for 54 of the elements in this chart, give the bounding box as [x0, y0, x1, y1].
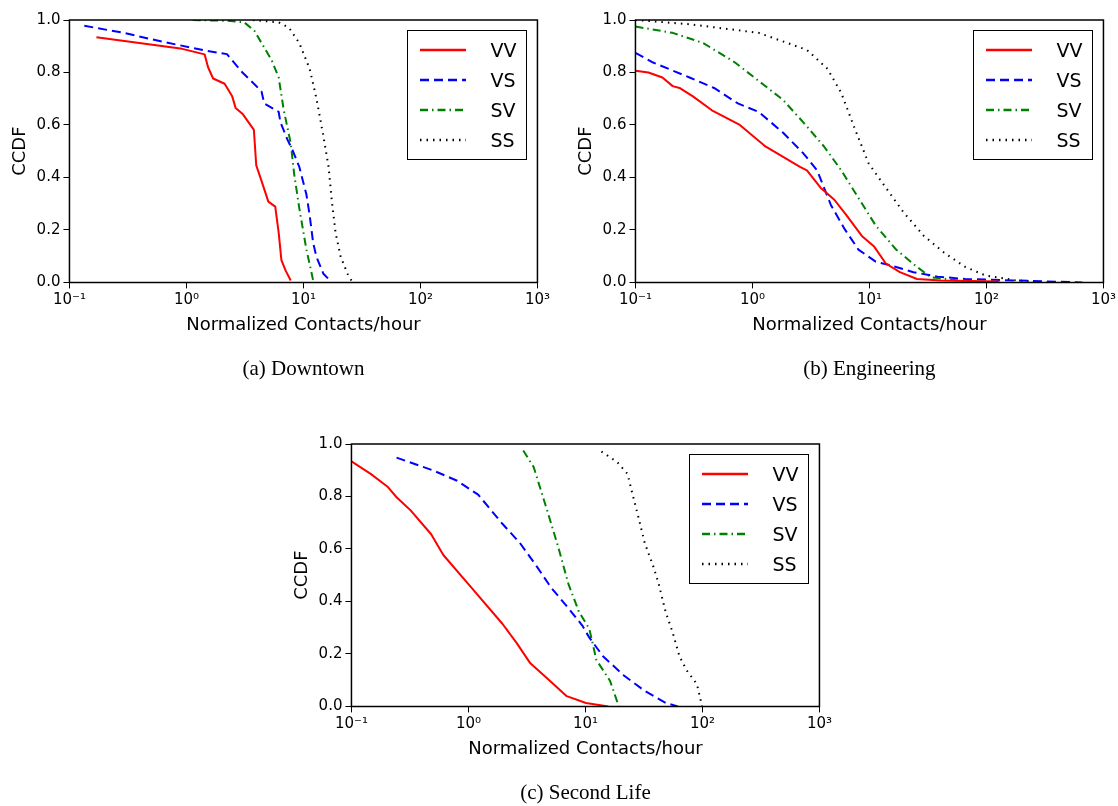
y-tick-label: 1.0 [36, 9, 61, 28]
text: (a) Downtown [241, 356, 366, 381]
text: (c) Second Life [519, 780, 652, 805]
y-tick-label: 0.2 [318, 643, 343, 662]
y-axis-title: CCDF [8, 126, 30, 176]
x-tick-label: 10⁻¹ [52, 290, 86, 309]
y-tick-label: 1.0 [318, 433, 343, 452]
legend-label: VV [1056, 39, 1083, 61]
x-tick-label: 10¹ [856, 290, 883, 309]
x-tick-label: 10² [973, 290, 1000, 309]
x-axis-title: Normalized Contacts/hour [468, 736, 704, 758]
legend-label: SS [1056, 129, 1081, 151]
legend-label: VS [772, 493, 798, 515]
y-tick-label: 0.8 [318, 486, 343, 505]
y-tick-label: 0.0 [602, 272, 627, 291]
x-tick-label: 10⁰ [455, 714, 482, 733]
legend-label: SV [1056, 99, 1082, 121]
x-tick-label: 10³ [524, 290, 550, 309]
legend-label: SV [772, 523, 798, 545]
legend-label: VS [1056, 69, 1082, 91]
y-tick-label: 0.2 [36, 219, 61, 238]
y-tick-label: 0.2 [602, 219, 627, 238]
x-tick-label: 10¹ [572, 714, 599, 733]
y-tick-label: 0.4 [602, 167, 627, 186]
y-axis-title: CCDF [574, 126, 596, 176]
x-axis-title: Normalized Contacts/hour [752, 312, 988, 334]
x-tick-label: 10⁻¹ [334, 714, 368, 733]
y-axis-title: CCDF [290, 550, 312, 600]
y-tick-label: 0.0 [36, 272, 61, 291]
x-tick-label: 10³ [1090, 290, 1116, 309]
x-tick-label: 10³ [806, 714, 832, 733]
x-tick-label: 10⁻¹ [618, 290, 652, 309]
y-tick-label: 0.4 [318, 591, 343, 610]
legend-label: SS [772, 553, 797, 575]
text: (b) Engineering [802, 356, 937, 381]
x-tick-label: 10⁰ [173, 290, 200, 309]
x-tick-label: 10² [689, 714, 716, 733]
legend-label: VV [490, 39, 517, 61]
y-tick-label: 0.6 [36, 114, 61, 133]
legend-label: SS [490, 129, 515, 151]
y-tick-label: 1.0 [602, 9, 627, 28]
y-tick-label: 0.6 [318, 538, 343, 557]
y-tick-label: 0.6 [602, 114, 627, 133]
x-tick-label: 10² [407, 290, 434, 309]
x-tick-label: 10¹ [290, 290, 317, 309]
y-tick-label: 0.0 [318, 696, 343, 715]
x-tick-label: 10⁰ [739, 290, 766, 309]
x-axis-title: Normalized Contacts/hour [186, 312, 422, 334]
legend-label: VS [490, 69, 516, 91]
y-tick-label: 0.8 [602, 62, 627, 81]
y-tick-label: 0.8 [36, 62, 61, 81]
legend-label: VV [772, 463, 799, 485]
y-tick-label: 0.4 [36, 167, 61, 186]
legend-label: SV [490, 99, 516, 121]
